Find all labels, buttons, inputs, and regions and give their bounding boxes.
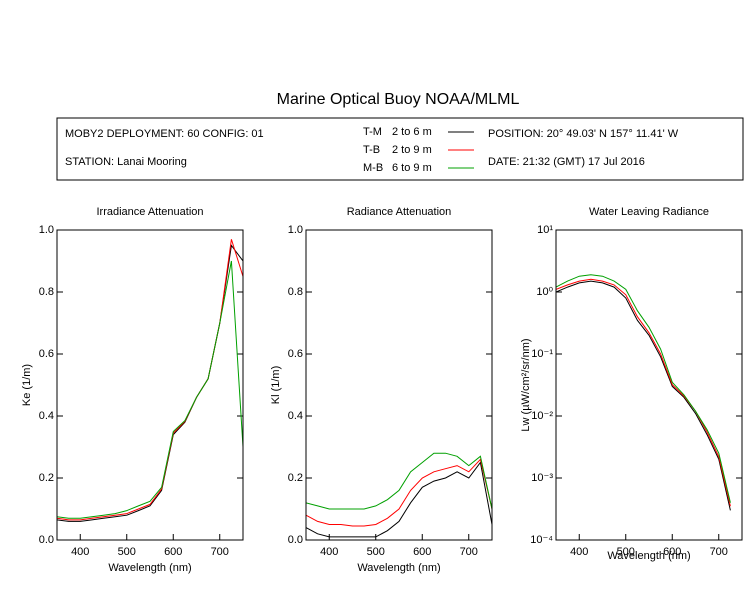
y-tick-label: 0.0 (288, 534, 303, 546)
x-tick-label: 400 (320, 546, 338, 558)
legend-depth: 2 to 9 m (392, 144, 432, 156)
position: POSITION: 20° 49.03' N 157° 11.41' W (488, 128, 679, 140)
y-tick-label: 0.8 (288, 286, 303, 298)
y-tick-label: 10¹ (537, 224, 553, 236)
x-tick-label: 600 (164, 546, 182, 558)
plot-frame (56, 229, 244, 541)
x-tick-label: 500 (118, 546, 136, 558)
legend-depth: 2 to 6 m (392, 126, 432, 138)
plot-frame (305, 229, 493, 541)
x-tick-label: 500 (617, 546, 635, 558)
y-tick-label: 0.0 (39, 534, 54, 546)
y-tick-label: 0.6 (288, 348, 303, 360)
station: STATION: Lanai Mooring (65, 156, 187, 168)
date: DATE: 21:32 (GMT) 17 Jul 2016 (488, 156, 645, 168)
x-tick-label: 700 (460, 546, 478, 558)
legend: T-M 2 to 6 m T-B 2 to 9 m M-B 6 to 9 m (363, 126, 474, 174)
x-tick-label: 700 (710, 546, 728, 558)
deployment: MOBY2 DEPLOYMENT: 60 CONFIG: 01 (65, 128, 264, 140)
series-line (57, 260, 243, 519)
y-tick-label: 0.4 (288, 410, 303, 422)
x-tick-label: 500 (367, 546, 385, 558)
y-tick-label: 0.8 (39, 286, 54, 298)
panel-title: Water Leaving Radiance (589, 206, 709, 218)
y-tick-label: 0.6 (39, 348, 54, 360)
y-tick-label: 1.0 (39, 224, 54, 236)
x-tick-label: 600 (663, 546, 681, 558)
info-box (56, 117, 744, 181)
y-tick-label: 10⁻¹ (531, 348, 553, 360)
y-tick-label: 0.4 (39, 410, 54, 422)
x-tick-label: 400 (71, 546, 89, 558)
series-line (556, 274, 731, 503)
x-axis-label: Wavelength (nm) (607, 550, 690, 562)
x-tick-label: 600 (413, 546, 431, 558)
plot-frame (555, 229, 743, 541)
legend-depth: 6 to 9 m (392, 162, 432, 174)
y-tick-label: 10⁰ (536, 286, 553, 298)
series-line (556, 278, 731, 507)
panel-title: Irradiance Attenuation (96, 206, 203, 218)
y-tick-label: 10⁻² (531, 410, 553, 422)
x-axis-label: Wavelength (nm) (108, 562, 191, 574)
x-tick-label: 400 (570, 546, 588, 558)
y-axis-label: Kl (1/m) (270, 366, 282, 405)
series-line (556, 280, 731, 511)
y-tick-label: 0.2 (288, 472, 303, 484)
panel-title: Radiance Attenuation (347, 206, 452, 218)
legend-name: T-B (363, 144, 380, 156)
y-tick-label: 0.2 (39, 472, 54, 484)
y-axis-label: Ke (1/m) (21, 364, 33, 406)
series-line (306, 452, 492, 510)
legend-name: T-M (363, 126, 382, 138)
series-line (306, 458, 492, 527)
legend-name: M-B (363, 162, 383, 174)
page-title: Marine Optical Buoy NOAA/MLML (277, 91, 520, 108)
series-line (306, 461, 492, 538)
x-axis-label: Wavelength (nm) (357, 562, 440, 574)
y-axis-label: Lw (µW/cm²/sr/nm) (520, 338, 532, 431)
x-tick-label: 700 (211, 546, 229, 558)
y-tick-label: 10⁻⁴ (530, 534, 553, 546)
y-tick-label: 1.0 (288, 224, 303, 236)
y-tick-label: 10⁻³ (531, 472, 553, 484)
